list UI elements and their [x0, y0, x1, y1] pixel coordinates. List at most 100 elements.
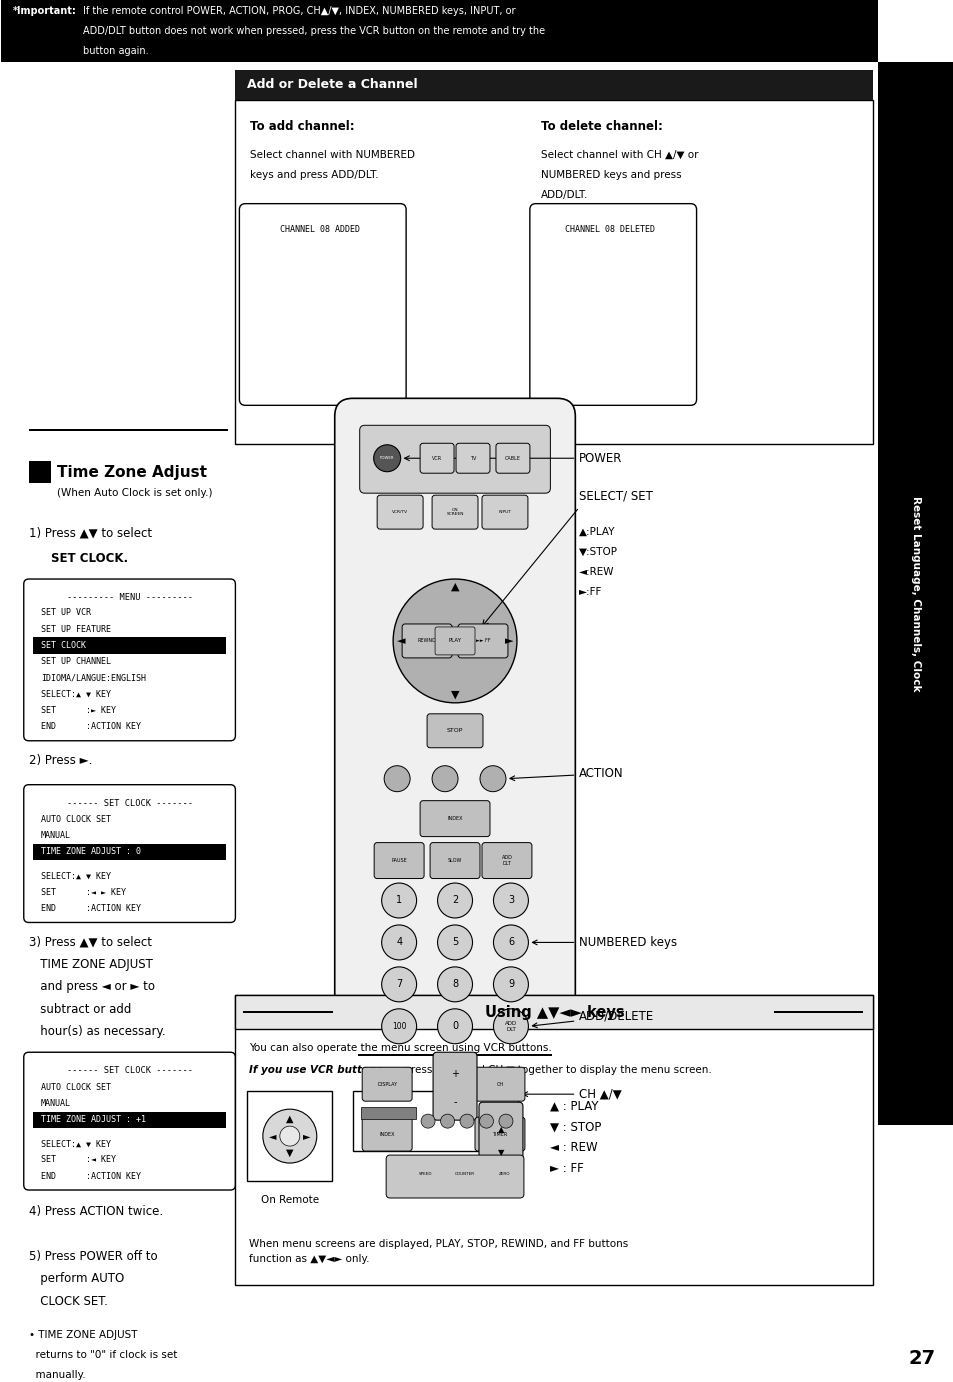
Text: ADD/DELETE: ADD/DELETE: [532, 1010, 654, 1028]
Text: INPUT: INPUT: [498, 510, 511, 514]
Text: 8: 8: [452, 980, 457, 990]
FancyBboxPatch shape: [475, 1117, 524, 1151]
Text: ▲: ▲: [497, 1125, 504, 1133]
Text: ▲ : PLAY: ▲ : PLAY: [549, 1099, 598, 1113]
Text: Reset Language, Channels, Clock: Reset Language, Channels, Clock: [910, 496, 920, 691]
Text: hour(s) as necessary.: hour(s) as necessary.: [29, 1025, 165, 1038]
FancyBboxPatch shape: [432, 495, 477, 529]
Text: SET CLOCK.: SET CLOCK.: [51, 551, 128, 565]
FancyBboxPatch shape: [481, 495, 527, 529]
Circle shape: [420, 1114, 435, 1128]
Text: On VCR: On VCR: [416, 1165, 455, 1175]
Bar: [235, 100, 872, 444]
Text: END      :ACTION KEY: END :ACTION KEY: [41, 1172, 141, 1180]
FancyBboxPatch shape: [24, 579, 235, 741]
Text: POWER: POWER: [404, 452, 622, 464]
Text: TV: TV: [469, 456, 476, 460]
Text: Select channel with NUMBERED: Select channel with NUMBERED: [250, 149, 415, 160]
Text: SET      :◄ KEY: SET :◄ KEY: [41, 1155, 115, 1165]
Bar: [361, 1107, 416, 1119]
FancyBboxPatch shape: [359, 426, 550, 493]
Text: ►:FF: ►:FF: [578, 587, 602, 597]
Circle shape: [393, 579, 517, 703]
Text: 3: 3: [507, 896, 514, 905]
Bar: [29, 462, 51, 484]
Text: SELECT:▲ ▼ KEY: SELECT:▲ ▼ KEY: [41, 872, 111, 880]
Text: ▼:STOP: ▼:STOP: [578, 547, 618, 557]
Text: 9: 9: [507, 980, 514, 990]
Text: On Remote: On Remote: [260, 1195, 318, 1205]
Text: SLOW: SLOW: [447, 858, 462, 864]
Text: CH: CH: [496, 1082, 503, 1086]
Text: *Important:: *Important:: [12, 6, 76, 17]
Text: ADD
DLT: ADD DLT: [504, 1021, 517, 1032]
Bar: [32, 844, 226, 861]
FancyBboxPatch shape: [419, 444, 454, 473]
Text: CHANNEL 08 DELETED: CHANNEL 08 DELETED: [564, 225, 655, 234]
Text: TIMER: TIMER: [492, 1132, 507, 1136]
Text: Select channel with CH ▲/▼ or: Select channel with CH ▲/▼ or: [540, 149, 698, 160]
Text: 27: 27: [907, 1349, 934, 1368]
Bar: [235, 995, 872, 1030]
Text: SELECT:▲ ▼ KEY: SELECT:▲ ▼ KEY: [41, 690, 111, 698]
Text: MANUAL: MANUAL: [41, 832, 71, 840]
Text: INDEX: INDEX: [447, 817, 462, 821]
FancyBboxPatch shape: [24, 785, 235, 922]
Text: returns to "0" if clock is set: returns to "0" if clock is set: [29, 1350, 177, 1360]
Text: ◄: ◄: [396, 636, 405, 645]
FancyBboxPatch shape: [376, 495, 422, 529]
FancyBboxPatch shape: [496, 444, 529, 473]
Bar: [235, 995, 872, 1285]
Text: Add or Delete a Channel: Add or Delete a Channel: [247, 79, 417, 91]
Text: 100: 100: [392, 1021, 406, 1031]
Bar: [353, 1092, 517, 1151]
Text: SET CLOCK: SET CLOCK: [41, 641, 86, 650]
Text: ▲: ▲: [451, 582, 458, 591]
Text: ◄:REW: ◄:REW: [578, 567, 614, 578]
Text: PAUSE: PAUSE: [391, 858, 407, 864]
Circle shape: [493, 1009, 528, 1043]
Circle shape: [437, 967, 472, 1002]
Text: INDEX: INDEX: [379, 1132, 395, 1136]
FancyBboxPatch shape: [335, 398, 575, 1013]
Text: IDIOMA/LANGUE:ENGLISH: IDIOMA/LANGUE:ENGLISH: [41, 673, 146, 683]
Bar: [243, 1012, 333, 1013]
Text: ADD/DLT button does not work when pressed, press the VCR button on the remote an: ADD/DLT button does not work when presse…: [83, 26, 544, 36]
Circle shape: [263, 1110, 316, 1164]
Text: VCR/TV: VCR/TV: [392, 510, 408, 514]
FancyBboxPatch shape: [427, 714, 482, 748]
Text: ADD/DLT.: ADD/DLT.: [540, 189, 588, 199]
Text: ►: ►: [303, 1130, 311, 1142]
Circle shape: [381, 883, 416, 918]
Text: SET UP CHANNEL: SET UP CHANNEL: [41, 656, 111, 666]
FancyBboxPatch shape: [478, 1103, 522, 1171]
Bar: [357, 1054, 552, 1056]
Text: NUMBERED keys and press: NUMBERED keys and press: [540, 170, 680, 180]
Text: POWER: POWER: [379, 456, 394, 460]
Circle shape: [493, 883, 528, 918]
Text: CHANNEL 08 ADDED: CHANNEL 08 ADDED: [279, 225, 359, 234]
Text: 7: 7: [395, 980, 402, 990]
Text: AUTO CLOCK SET: AUTO CLOCK SET: [41, 815, 111, 824]
Text: ------ SET CLOCK -------: ------ SET CLOCK -------: [67, 799, 193, 807]
Bar: [32, 637, 226, 654]
Text: ▲:PLAY: ▲:PLAY: [578, 527, 616, 538]
Text: If the remote control POWER, ACTION, PROG, CH▲/▼, INDEX, NUMBERED keys, INPUT, o: If the remote control POWER, ACTION, PRO…: [83, 6, 515, 17]
Text: +: +: [451, 1070, 458, 1079]
Circle shape: [437, 883, 472, 918]
Circle shape: [493, 925, 528, 960]
Text: and press ◄ or ► to: and press ◄ or ► to: [29, 980, 154, 994]
Text: manually.: manually.: [29, 1370, 85, 1379]
Text: 1: 1: [395, 896, 402, 905]
Text: TIME ZONE ADJUST: TIME ZONE ADJUST: [29, 958, 152, 972]
Text: STOP: STOP: [446, 728, 463, 734]
FancyBboxPatch shape: [481, 843, 532, 879]
Text: perform AUTO: perform AUTO: [29, 1273, 124, 1285]
Text: REWND: REWND: [417, 638, 436, 644]
FancyBboxPatch shape: [239, 203, 406, 405]
Text: 4) Press ACTION twice.: 4) Press ACTION twice.: [29, 1205, 163, 1218]
Text: keys and press ADD/DLT.: keys and press ADD/DLT.: [250, 170, 378, 180]
Text: 2) Press ►.: 2) Press ►.: [29, 753, 92, 767]
Text: END      :ACTION KEY: END :ACTION KEY: [41, 904, 141, 914]
Text: 1) Press ▲▼ to select: 1) Press ▲▼ to select: [29, 527, 152, 539]
